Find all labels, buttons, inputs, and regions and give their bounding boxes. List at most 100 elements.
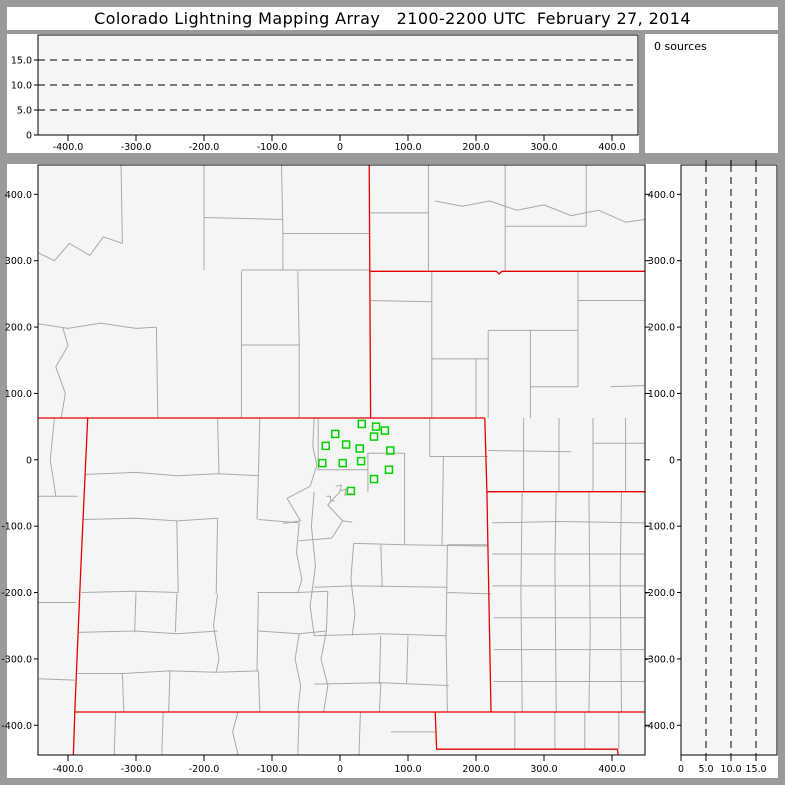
county-line [113, 711, 117, 755]
county-line [441, 456, 444, 545]
county-line [378, 635, 382, 685]
county-line [325, 591, 329, 632]
ns-y-tick-label: 300.0 [648, 256, 675, 267]
ns-y-tick-label: 0 [669, 455, 675, 466]
state-border [370, 270, 645, 275]
top-y-tick-label: 10.0 [11, 81, 32, 92]
county-line [217, 473, 259, 477]
county-line [55, 326, 69, 419]
county-line [296, 522, 303, 593]
map-y-tick-label: -200.0 [1, 588, 32, 599]
county-line [281, 165, 284, 234]
county-line [588, 491, 591, 713]
ns-y-tick-label: 200.0 [648, 323, 675, 334]
county-line [445, 544, 448, 636]
map-x-tick-label: -100.0 [257, 764, 288, 775]
ns-x-tick-label: 0 [678, 764, 684, 775]
state-border [368, 165, 372, 419]
county-line [38, 236, 123, 262]
map-layers [38, 165, 645, 755]
county-line [314, 585, 354, 588]
county-line [619, 491, 622, 713]
county-line [406, 635, 409, 683]
lma-station-marker [341, 440, 351, 449]
county-line [203, 217, 283, 220]
county-line [299, 537, 332, 542]
map-x-tick-label: -200.0 [189, 764, 220, 775]
ns-y-tick-label: -400.0 [644, 721, 675, 732]
county-line [350, 543, 356, 636]
lma-station-marker [346, 486, 356, 496]
county-line [320, 630, 329, 713]
county-line [256, 475, 259, 520]
ns-x-tick-label: 5.0 [698, 764, 713, 775]
county-line [404, 544, 489, 547]
county-line [342, 520, 353, 523]
county-line [378, 682, 382, 713]
county-line [121, 673, 125, 713]
lma-station-marker [318, 458, 327, 468]
county-line [215, 518, 219, 594]
county-line [309, 491, 316, 636]
map-x-tick-label: 0 [337, 764, 343, 775]
plot-area [681, 165, 777, 755]
top-x-tick-label: 100.0 [394, 142, 421, 153]
state-border [434, 711, 619, 755]
top-x-tick-label: 400.0 [598, 142, 625, 153]
county-line [380, 544, 383, 588]
altitude-ns-panel: 400.0 300.0 200.0 100.0 0 -100.0 -200.0 -300.0 -… [644, 160, 778, 775]
map-x-tick-label: -400.0 [53, 764, 84, 775]
ns-x-tick-label: 10.0 [720, 764, 741, 775]
county-line [297, 590, 328, 593]
map-y-tick-label: 0 [26, 455, 32, 466]
county-line [155, 327, 159, 419]
county-line [326, 495, 335, 502]
map-x-tick-label: 100.0 [394, 764, 421, 775]
lma-station-marker [355, 444, 364, 453]
county-line [38, 322, 157, 329]
title-strip: Colorado Lightning Mapping Array 2100-22… [7, 7, 778, 30]
county-line [327, 491, 344, 539]
top-x-tick-label: 300.0 [530, 142, 557, 153]
lma-station-marker [386, 446, 395, 455]
county-line [370, 300, 432, 303]
county-line [38, 678, 75, 681]
county-line [257, 417, 261, 476]
county-line [168, 670, 171, 713]
ns-y-tick-label: -300.0 [644, 654, 675, 665]
top-x-tick-label: -400.0 [53, 142, 84, 153]
county-line [554, 491, 557, 713]
county-line [49, 417, 57, 497]
county-line [297, 271, 300, 346]
ns-y-tick-label: -100.0 [644, 522, 675, 533]
county-line [134, 630, 218, 635]
county-line [232, 711, 239, 755]
lma-station-marker [384, 465, 394, 475]
altitude-ew-panel: 15.0 10.0 5.0 0 -400.0 -300.0 -200.0 -100.0 0 100… [11, 34, 639, 153]
top-x-tick-label: -200.0 [189, 142, 220, 153]
county-line [257, 670, 261, 713]
top-x-tick-label: -100.0 [257, 142, 288, 153]
county-line [314, 633, 447, 637]
county-line [282, 485, 311, 524]
county-line [294, 633, 302, 713]
lma-station-marker [369, 474, 379, 484]
county-line [447, 592, 492, 595]
county-line [492, 521, 645, 524]
county-line [353, 585, 448, 588]
state-border [486, 491, 492, 713]
county-line [610, 385, 645, 388]
county-line [335, 484, 352, 496]
map-x-tick-label: 400.0 [598, 764, 625, 775]
county-line [435, 200, 645, 223]
county-line [83, 517, 218, 522]
map-y-tick-label: 300.0 [5, 256, 32, 267]
state-border [72, 417, 89, 755]
lma-station-marker [321, 441, 330, 451]
map-y-tick-label: -100.0 [1, 522, 32, 533]
lma-station-marker [371, 422, 381, 431]
top-y-tick-label: 15.0 [11, 56, 32, 67]
top-y-tick-label: 5.0 [17, 106, 32, 117]
